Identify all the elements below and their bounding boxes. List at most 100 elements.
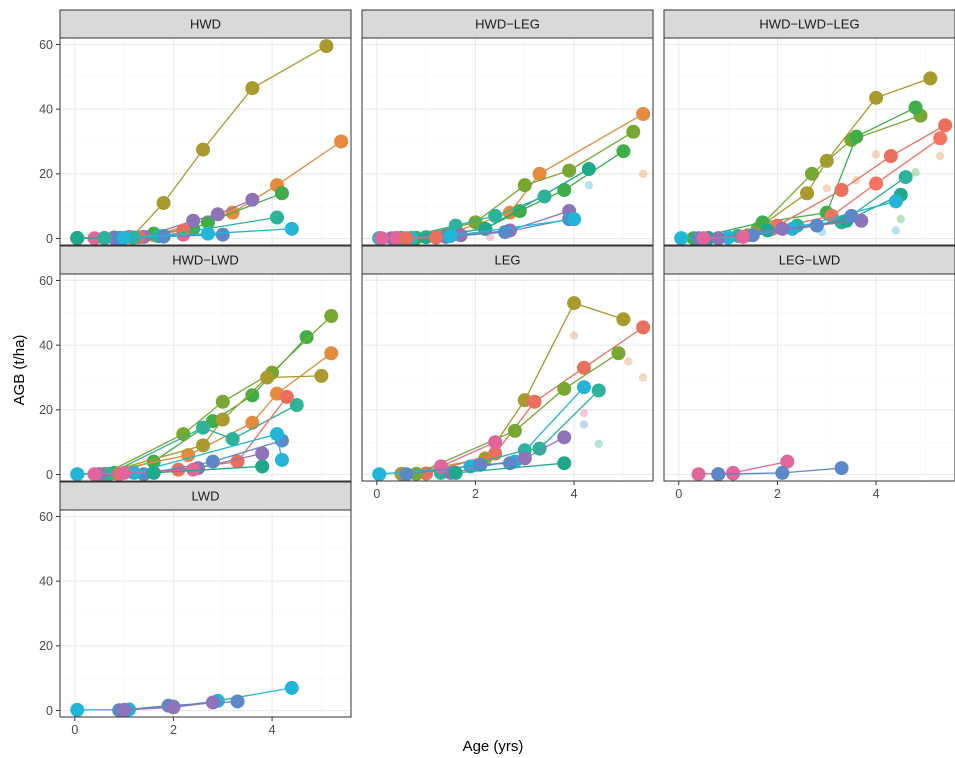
series [374, 230, 404, 246]
faint-point [871, 150, 881, 159]
facet-label: HWD−LWD−LEG [759, 17, 859, 32]
faint-point [896, 214, 905, 224]
data-point [176, 223, 191, 238]
data-point [869, 90, 884, 105]
data-point [735, 229, 750, 244]
data-point [517, 451, 532, 466]
data-point [775, 465, 790, 480]
x-tick-label: 2 [774, 487, 781, 501]
y-tick-label: 60 [39, 510, 53, 524]
facet-strip [663, 245, 955, 275]
data-point [691, 467, 706, 482]
data-point [869, 176, 884, 191]
faint-point [579, 408, 589, 418]
faint-point [936, 151, 945, 161]
data-point [324, 346, 339, 361]
faint-point [822, 184, 831, 193]
facet-panel: LEG−LWD 0 2 4 [663, 245, 955, 501]
facet-label: HWD−LEG [475, 17, 540, 32]
facet-strip [59, 481, 352, 511]
facet-label: LEG [494, 253, 520, 268]
data-point [726, 465, 741, 480]
panel-border [59, 509, 352, 718]
series [102, 397, 304, 481]
data-point [844, 208, 859, 223]
data-point [70, 702, 85, 717]
x-tick-label: 4 [873, 487, 880, 501]
facet-panel: HWD−LWD−LEG [663, 9, 955, 246]
data-point [636, 320, 651, 335]
faint-point [911, 168, 920, 177]
facet-panel: HWD−LWD 0 20 40 60 [39, 245, 352, 482]
data-point [711, 467, 726, 482]
series [711, 461, 849, 482]
data-point [176, 427, 191, 442]
data-point [834, 461, 849, 476]
data-point [196, 420, 211, 435]
data-point [186, 462, 201, 477]
data-point [334, 134, 349, 149]
data-point [289, 397, 304, 412]
data-point [809, 218, 824, 233]
facet-strip [361, 245, 654, 275]
series [117, 221, 299, 245]
data-point [274, 186, 289, 201]
y-tick-label: 40 [39, 102, 53, 116]
data-point [215, 412, 230, 427]
x-tick-label: 2 [170, 723, 177, 737]
facet-strip [59, 245, 352, 275]
data-point [230, 454, 245, 469]
y-tick-label: 60 [39, 274, 53, 288]
data-point [389, 230, 404, 245]
series-line [455, 462, 565, 474]
data-point [557, 456, 572, 471]
x-tick-label: 2 [472, 487, 479, 501]
data-point [488, 435, 503, 450]
faint-point [594, 439, 603, 449]
data-point [245, 192, 260, 207]
data-point [245, 81, 260, 96]
data-point [255, 446, 270, 461]
data-point [260, 370, 275, 385]
series-line [109, 404, 298, 475]
data-point [156, 229, 171, 244]
data-point [532, 166, 547, 181]
x-tick-label: 4 [269, 723, 276, 737]
data-point [626, 124, 641, 139]
data-point [849, 129, 864, 144]
faint-point [638, 373, 648, 382]
facet-label: HWD−LWD [172, 253, 239, 268]
faint-point [638, 169, 648, 179]
data-point [374, 231, 389, 246]
x-tick-label: 0 [675, 487, 682, 501]
data-point [443, 228, 458, 243]
data-point [205, 454, 220, 469]
data-point [196, 438, 211, 453]
data-point [274, 452, 289, 467]
series-line [416, 352, 619, 475]
panel-border [663, 37, 955, 246]
data-point [70, 231, 85, 246]
y-tick-label: 60 [39, 38, 53, 52]
data-point [557, 381, 572, 396]
y-tick-label: 40 [39, 338, 53, 352]
facet-panel: HWD−LEG [361, 9, 654, 246]
series [87, 346, 339, 482]
series [409, 346, 626, 481]
data-point [117, 465, 132, 480]
series [399, 230, 443, 246]
data-point [200, 215, 215, 230]
data-point [898, 170, 913, 185]
series [399, 456, 517, 482]
data-point [674, 231, 689, 246]
data-point [255, 459, 270, 474]
data-point [473, 457, 488, 472]
data-point [146, 465, 161, 480]
faint-point [624, 357, 633, 366]
data-point [537, 189, 552, 204]
data-point [284, 221, 299, 236]
series [146, 459, 270, 480]
facet-strip [59, 9, 352, 39]
